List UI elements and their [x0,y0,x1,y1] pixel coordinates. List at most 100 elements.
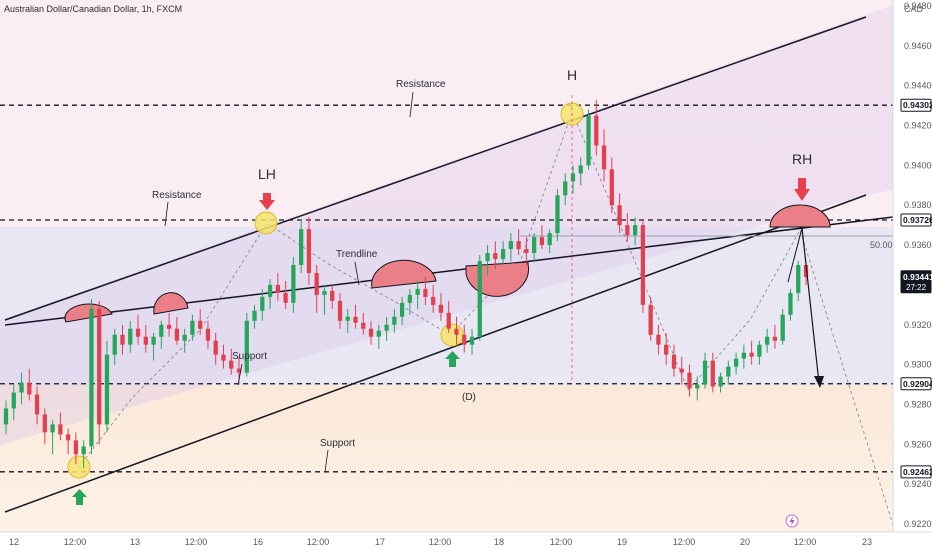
fib-50-label: 50.00% [870,240,901,250]
support-mid-label: Support [232,351,267,362]
support-low-pointer [324,449,329,473]
candle-body [555,195,560,234]
candle-body [244,320,249,373]
candle-body [66,434,71,441]
candle-body [757,344,762,357]
candle-body [640,225,646,305]
price-tag-box [900,213,932,227]
candle-body [710,360,715,387]
candle-body [493,253,498,260]
candle-body [485,253,490,262]
candle-body [151,336,156,345]
candle-body [563,181,568,196]
horizontal-levels [0,104,893,473]
candle-body [58,424,63,435]
d-up-arrow [445,351,460,367]
candle-body [687,372,692,389]
candle-body [283,292,288,303]
candle-body [780,314,785,341]
candle-body [275,284,280,293]
time-tick-label: 23 [862,537,872,547]
candle-body [34,394,40,415]
candle-body [570,173,576,182]
channel-lower-line [4,194,867,513]
candle-body [407,294,413,303]
candle-body [500,249,506,260]
pivot-circle-d [440,323,464,347]
candle-body [221,354,226,361]
candle-body [42,414,47,433]
candle-body [803,265,809,277]
candle-body [547,233,552,246]
trendline-pointer [354,261,360,286]
price-tag-value: 0.94302 [903,100,932,110]
candle-body [609,169,614,206]
candle-body [664,344,669,355]
time-tick-label: 19 [617,537,627,547]
candle-body [337,300,343,321]
h-label: H [567,67,577,83]
time-tick-label: 12:00 [64,537,87,547]
candle-body [423,288,428,297]
candle-body [446,312,451,329]
time-axis[interactable] [0,532,932,550]
price-tag-box [900,98,932,112]
candle-body [368,328,374,337]
semicircle-3 [371,259,437,289]
time-tick-label: 18 [494,537,504,547]
price-tag-value: 0.92462 [903,467,932,477]
candle-body [695,384,700,389]
candle-body [788,292,793,315]
candle-body [135,328,141,337]
candle-body [252,310,257,321]
candle-body [586,115,591,166]
low-up-arrow [72,489,87,505]
candle-body [796,265,801,293]
candle-body [89,308,94,447]
candle-body [733,358,739,367]
channel-upper-line [4,16,867,321]
time-tick-label: 12:00 [550,537,573,547]
candle-body [399,302,405,317]
time-tick-label: 16 [253,537,263,547]
candle-body [772,336,778,341]
resistance-left-pointer [164,201,169,227]
price-tag-countdown: 27:22 [906,283,927,292]
time-tick-label: 12:00 [307,537,330,547]
price-tag-box [900,270,932,294]
candle-body [174,328,180,341]
trendline [4,216,894,326]
trendline-label: Trendline [336,249,378,260]
candle-body [73,440,79,455]
rh-label: RH [792,151,812,167]
candle-body [361,322,366,329]
candle-body [236,368,242,373]
zigzag-path [77,110,894,526]
projection-line-1 [787,227,803,283]
semicircle-1 [64,303,113,323]
time-tick-label: 12:00 [794,537,817,547]
candle-body [516,241,521,250]
price-axis[interactable] [893,0,932,532]
ascending-channel-fill [0,5,893,445]
lh-down-arrow [259,193,275,210]
candle-body [508,241,513,250]
candle-body [345,316,350,321]
candle-body [679,368,684,373]
candle-body [182,334,187,341]
candle-body [415,288,420,295]
candle-body [291,265,296,303]
chart-title: Australian Dollar/Canadian Dollar, 1h, F… [4,4,182,14]
candle-body [322,290,327,295]
candle-body [376,330,381,337]
candle-body [97,308,102,425]
